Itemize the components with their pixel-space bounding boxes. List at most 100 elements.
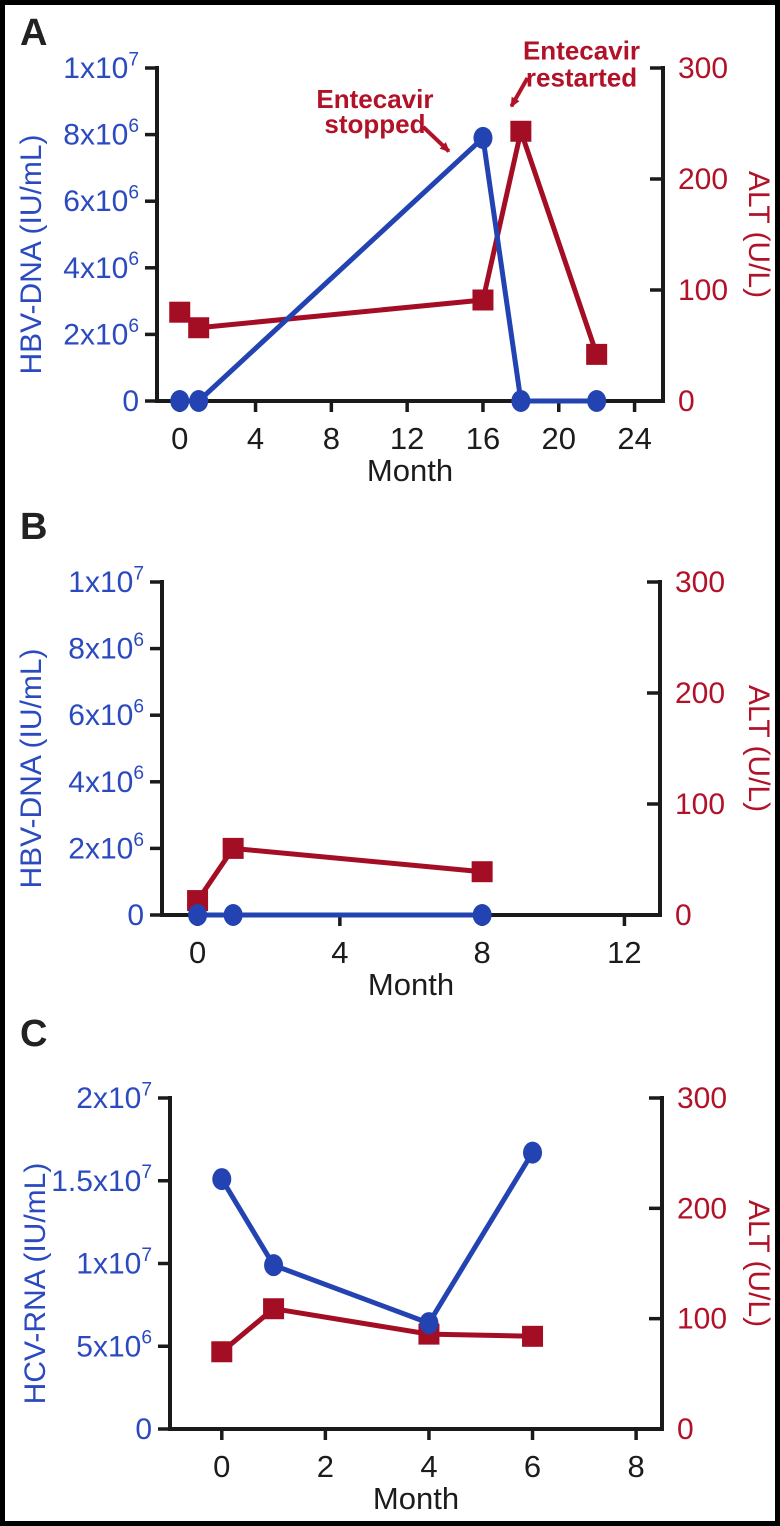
left-tick-label: 2x106: [63, 316, 139, 352]
annotation-text: Entecavir: [523, 36, 640, 66]
right-axis-title: ALT (U/L): [742, 171, 775, 298]
left-tick-label: 6x106: [68, 697, 144, 733]
x-axis-title: Month: [368, 967, 454, 1002]
x-axis-title: Month: [367, 453, 453, 488]
annotation-text: stopped: [324, 109, 425, 139]
series-hcv-rna: [212, 1141, 543, 1335]
square-marker: [263, 1298, 285, 1320]
annotation-text: restarted: [526, 62, 637, 92]
right-tick-label: 100: [678, 274, 728, 307]
square-marker: [471, 861, 493, 883]
annotation-arrow: [509, 77, 530, 108]
circle-marker: [473, 126, 493, 149]
right-tick-label: 300: [678, 52, 728, 85]
panel-label-a: A: [20, 12, 47, 54]
x-tick-label: 4: [247, 421, 264, 456]
circle-marker: [189, 390, 209, 412]
left-tick-label: 4x106: [63, 249, 139, 285]
series-line: [219, 1150, 535, 1326]
series-line: [219, 1306, 535, 1355]
left-tick-label: 0: [127, 899, 144, 932]
circle-marker: [523, 1141, 543, 1164]
series-alt: [211, 1298, 544, 1363]
circle-marker: [511, 390, 531, 412]
right-tick-label: 0: [675, 899, 692, 932]
left-tick-label: 0: [122, 385, 139, 418]
series-hbv-dna: [170, 126, 607, 412]
right-tick-label: 200: [677, 1192, 727, 1225]
circle-marker: [212, 1168, 232, 1191]
right-tick-label: 200: [675, 677, 725, 710]
panel-a: 0 2x106 4x106 6x106 8x106 1x107 0 100 200 300 0 4 8 1…: [15, 12, 775, 488]
panel-label-c: C: [20, 1013, 47, 1055]
panel-b: 0 2x106 4x106 6x106 8x106 1x107 0 100 200 300 0 4 8 1…: [15, 506, 775, 1002]
right-tick-label: 300: [675, 566, 725, 599]
square-marker: [188, 317, 210, 339]
x-tick-label: 4: [331, 935, 348, 970]
left-axis-title: HBV-DNA (IU/mL): [15, 648, 48, 888]
right-tick-label: 200: [678, 163, 728, 196]
series-hbv-dna: [188, 904, 492, 926]
series-line: [177, 128, 600, 357]
right-axis-title: ALT (U/L): [742, 1200, 775, 1327]
square-marker: [211, 1341, 233, 1363]
circle-marker: [170, 390, 190, 412]
panel-c: 0 5x106 1x107 1.5x107 2x107 0 100 200 300 0 2 4 6 8 HC…: [19, 1013, 775, 1516]
left-tick-label: 0: [135, 1413, 152, 1446]
left-tick-label: 8x106: [63, 116, 139, 152]
left-tick-label: 8x106: [68, 630, 144, 666]
left-tick-label: 1x107: [68, 563, 144, 599]
left-tick-label: 1.5x107: [51, 1162, 152, 1198]
x-tick-label: 8: [474, 935, 491, 970]
x-tick-label: 4: [420, 1449, 437, 1484]
square-marker: [169, 301, 191, 323]
annotation-arrow: [421, 125, 451, 153]
square-marker: [222, 837, 244, 859]
x-tick-label: 16: [466, 421, 500, 456]
right-tick-label: 0: [677, 1413, 694, 1446]
x-tick-label: 24: [617, 421, 651, 456]
left-tick-label: 1x107: [63, 49, 139, 85]
circle-marker: [188, 904, 208, 926]
left-axis-title: HCV-RNA (IU/mL): [19, 1163, 52, 1405]
right-tick-label: 0: [678, 385, 695, 418]
circle-marker: [419, 1312, 439, 1335]
circle-marker: [472, 904, 492, 926]
x-tick-label: 8: [627, 1449, 644, 1484]
left-tick-label: 4x106: [68, 763, 144, 799]
square-marker: [472, 289, 494, 311]
square-marker: [187, 890, 209, 912]
circle-marker: [223, 904, 243, 926]
x-tick-label: 20: [542, 421, 576, 456]
x-tick-label: 0: [213, 1449, 230, 1484]
series-alt: [169, 120, 608, 365]
right-tick-label: 100: [677, 1303, 727, 1336]
circle-marker: [264, 1254, 284, 1277]
x-tick-label: 0: [171, 421, 188, 456]
square-marker: [586, 343, 608, 365]
left-axis-title: HBV-DNA (IU/mL): [15, 134, 48, 374]
annotation-text: Entecavir: [316, 84, 433, 114]
right-tick-label: 100: [675, 788, 725, 821]
x-axis-title: Month: [373, 1481, 459, 1516]
x-tick-label: 12: [607, 935, 641, 970]
left-tick-label: 1x107: [76, 1245, 152, 1281]
circle-marker: [587, 390, 607, 412]
x-tick-label: 8: [323, 421, 340, 456]
series-alt: [187, 837, 493, 912]
x-tick-label: 2: [317, 1449, 334, 1484]
square-marker: [510, 120, 532, 142]
right-tick-label: 300: [677, 1082, 727, 1115]
square-marker: [522, 1325, 544, 1347]
x-tick-label: 0: [189, 935, 206, 970]
left-tick-label: 6x106: [63, 183, 139, 219]
left-tick-label: 2x107: [76, 1079, 152, 1115]
left-tick-label: 2x106: [68, 830, 144, 866]
left-tick-label: 5x106: [76, 1328, 152, 1364]
right-axis-title: ALT (U/L): [742, 685, 775, 812]
panel-label-b: B: [20, 506, 47, 548]
